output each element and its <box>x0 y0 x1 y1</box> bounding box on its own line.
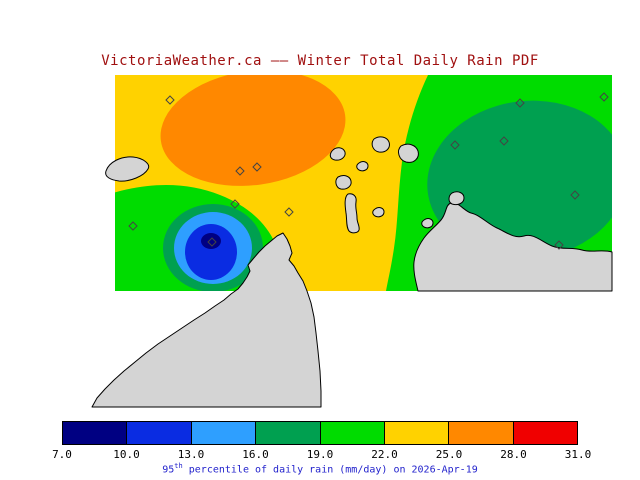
page-title: VictoriaWeather.ca —— Winter Total Daily… <box>101 53 539 69</box>
colorbar-tick-label: 31.0 <box>564 448 592 461</box>
colorbar-segment <box>513 422 577 444</box>
colorbar-segment <box>384 422 450 444</box>
contour-navy-core <box>201 233 221 249</box>
colorbar <box>62 421 578 445</box>
colorbar-segment <box>256 422 321 444</box>
station-marker <box>450 140 460 150</box>
colorbar-tick-label: 7.0 <box>52 448 72 461</box>
colorbar-segment <box>191 422 257 444</box>
island <box>105 156 150 182</box>
island <box>398 143 419 163</box>
olympic-peninsula-land <box>91 232 322 408</box>
contour-orange <box>160 75 346 186</box>
colorbar-tick-label: 10.0 <box>113 448 140 461</box>
station-marker <box>230 199 240 209</box>
station-marker <box>599 92 609 102</box>
harbour-peninsula <box>344 193 360 234</box>
station-marker <box>252 162 262 172</box>
station-marker <box>165 95 175 105</box>
island <box>335 175 352 190</box>
colorbar-tick-label: 13.0 <box>177 448 205 461</box>
station-marker <box>515 98 525 108</box>
station-marker <box>284 207 294 217</box>
station-marker <box>570 190 580 200</box>
station-marker <box>128 221 138 231</box>
caption-superscript: th <box>174 462 183 470</box>
island <box>356 161 369 172</box>
colorbar-tick-label: 16.0 <box>242 448 269 461</box>
island <box>448 191 465 206</box>
island <box>329 147 346 161</box>
station-marker <box>554 240 564 250</box>
station-marker <box>207 237 217 247</box>
station-marker <box>235 166 245 176</box>
colorbar-tick-label: 22.0 <box>371 448 398 461</box>
island <box>421 218 434 229</box>
land-masses <box>91 136 613 408</box>
colorbar-tick-label: 25.0 <box>435 448 463 461</box>
colorbar-segment <box>449 422 514 444</box>
colorbar-tick-label: 19.0 <box>306 448 334 461</box>
contour-blue <box>185 224 237 280</box>
colorbar-segment <box>320 422 385 444</box>
island <box>371 136 390 153</box>
caption-prefix: 95 <box>162 464 175 476</box>
colorbar-segment <box>127 422 192 444</box>
caption: 95th percentile of daily rain (mm/day) o… <box>0 462 640 475</box>
island <box>372 207 385 218</box>
colorbar-tick-labels: 7.0 10.0 13.0 16.0 19.0 22.0 25.0 28.0 31.0 <box>0 448 640 461</box>
station-marker <box>499 136 509 146</box>
colorbar-tick-label: 28.0 <box>500 448 527 461</box>
station-markers <box>128 92 609 250</box>
colorbar-segment <box>63 422 128 444</box>
caption-suffix: percentile of daily rain (mm/day) on 202… <box>182 464 478 476</box>
